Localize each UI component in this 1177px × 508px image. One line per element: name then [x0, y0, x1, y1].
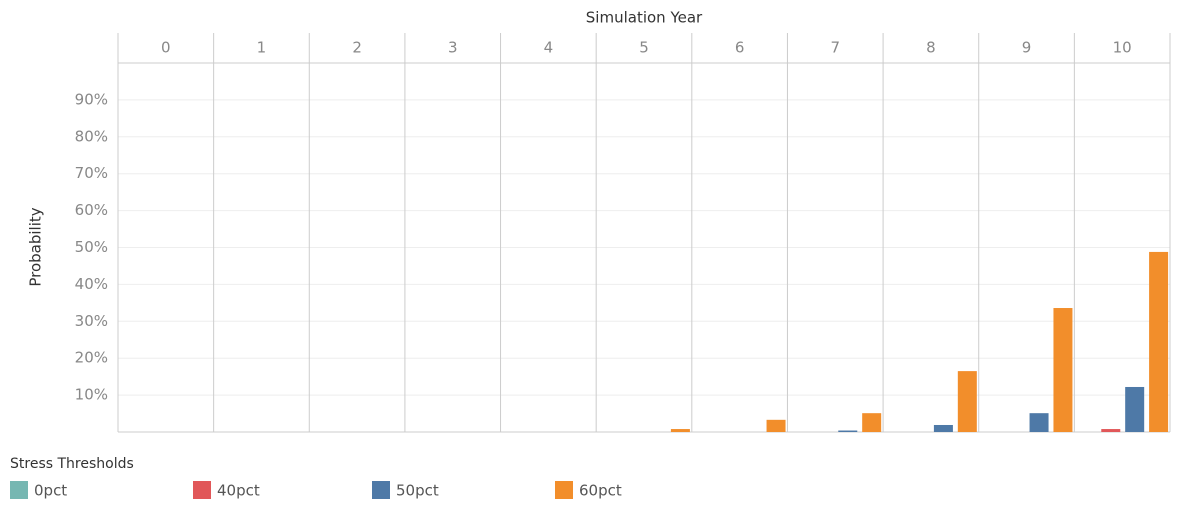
bar: [838, 430, 858, 432]
bar: [957, 371, 977, 432]
x-tick-label: 8: [926, 39, 936, 57]
legend-label: 40pct: [217, 482, 260, 500]
bar: [1053, 308, 1073, 432]
legend-label: 60pct: [579, 482, 622, 500]
x-tick-label: 7: [830, 39, 840, 57]
bar: [1029, 413, 1049, 432]
bar: [766, 419, 786, 432]
bar: [1149, 251, 1169, 432]
x-tick-label: 10: [1113, 39, 1132, 57]
y-tick-label: 10%: [75, 386, 108, 404]
legend-swatch: [10, 481, 28, 499]
bar: [1101, 429, 1121, 432]
y-tick-label: 20%: [75, 349, 108, 367]
y-axis-title: Probability: [27, 207, 45, 286]
bar: [670, 429, 690, 432]
y-tick-label: 80%: [75, 127, 108, 145]
x-tick-label: 3: [448, 39, 458, 57]
x-tick-label: 1: [257, 39, 267, 57]
y-tick-label: 70%: [75, 164, 108, 182]
y-tick-label: 90%: [75, 90, 108, 108]
legend-swatch: [372, 481, 390, 499]
x-tick-label: 0: [161, 39, 171, 57]
bar: [1125, 386, 1145, 432]
x-tick-label: 9: [1022, 39, 1032, 57]
y-tick-label: 30%: [75, 312, 108, 330]
legend-swatch: [193, 481, 211, 499]
legend-label: 50pct: [396, 482, 439, 500]
legend-swatch: [555, 481, 573, 499]
x-axis-title: Simulation Year: [586, 9, 703, 27]
x-tick-label: 5: [639, 39, 649, 57]
bar: [933, 424, 953, 432]
bar: [862, 413, 882, 432]
x-tick-label: 6: [735, 39, 745, 57]
y-tick-label: 60%: [75, 201, 108, 219]
legend-title: Stress Thresholds: [10, 456, 134, 472]
x-tick-label: 4: [544, 39, 554, 57]
y-tick-label: 50%: [75, 238, 108, 256]
x-tick-label: 2: [352, 39, 362, 57]
y-tick-label: 40%: [75, 275, 108, 293]
legend-label: 0pct: [34, 482, 67, 500]
